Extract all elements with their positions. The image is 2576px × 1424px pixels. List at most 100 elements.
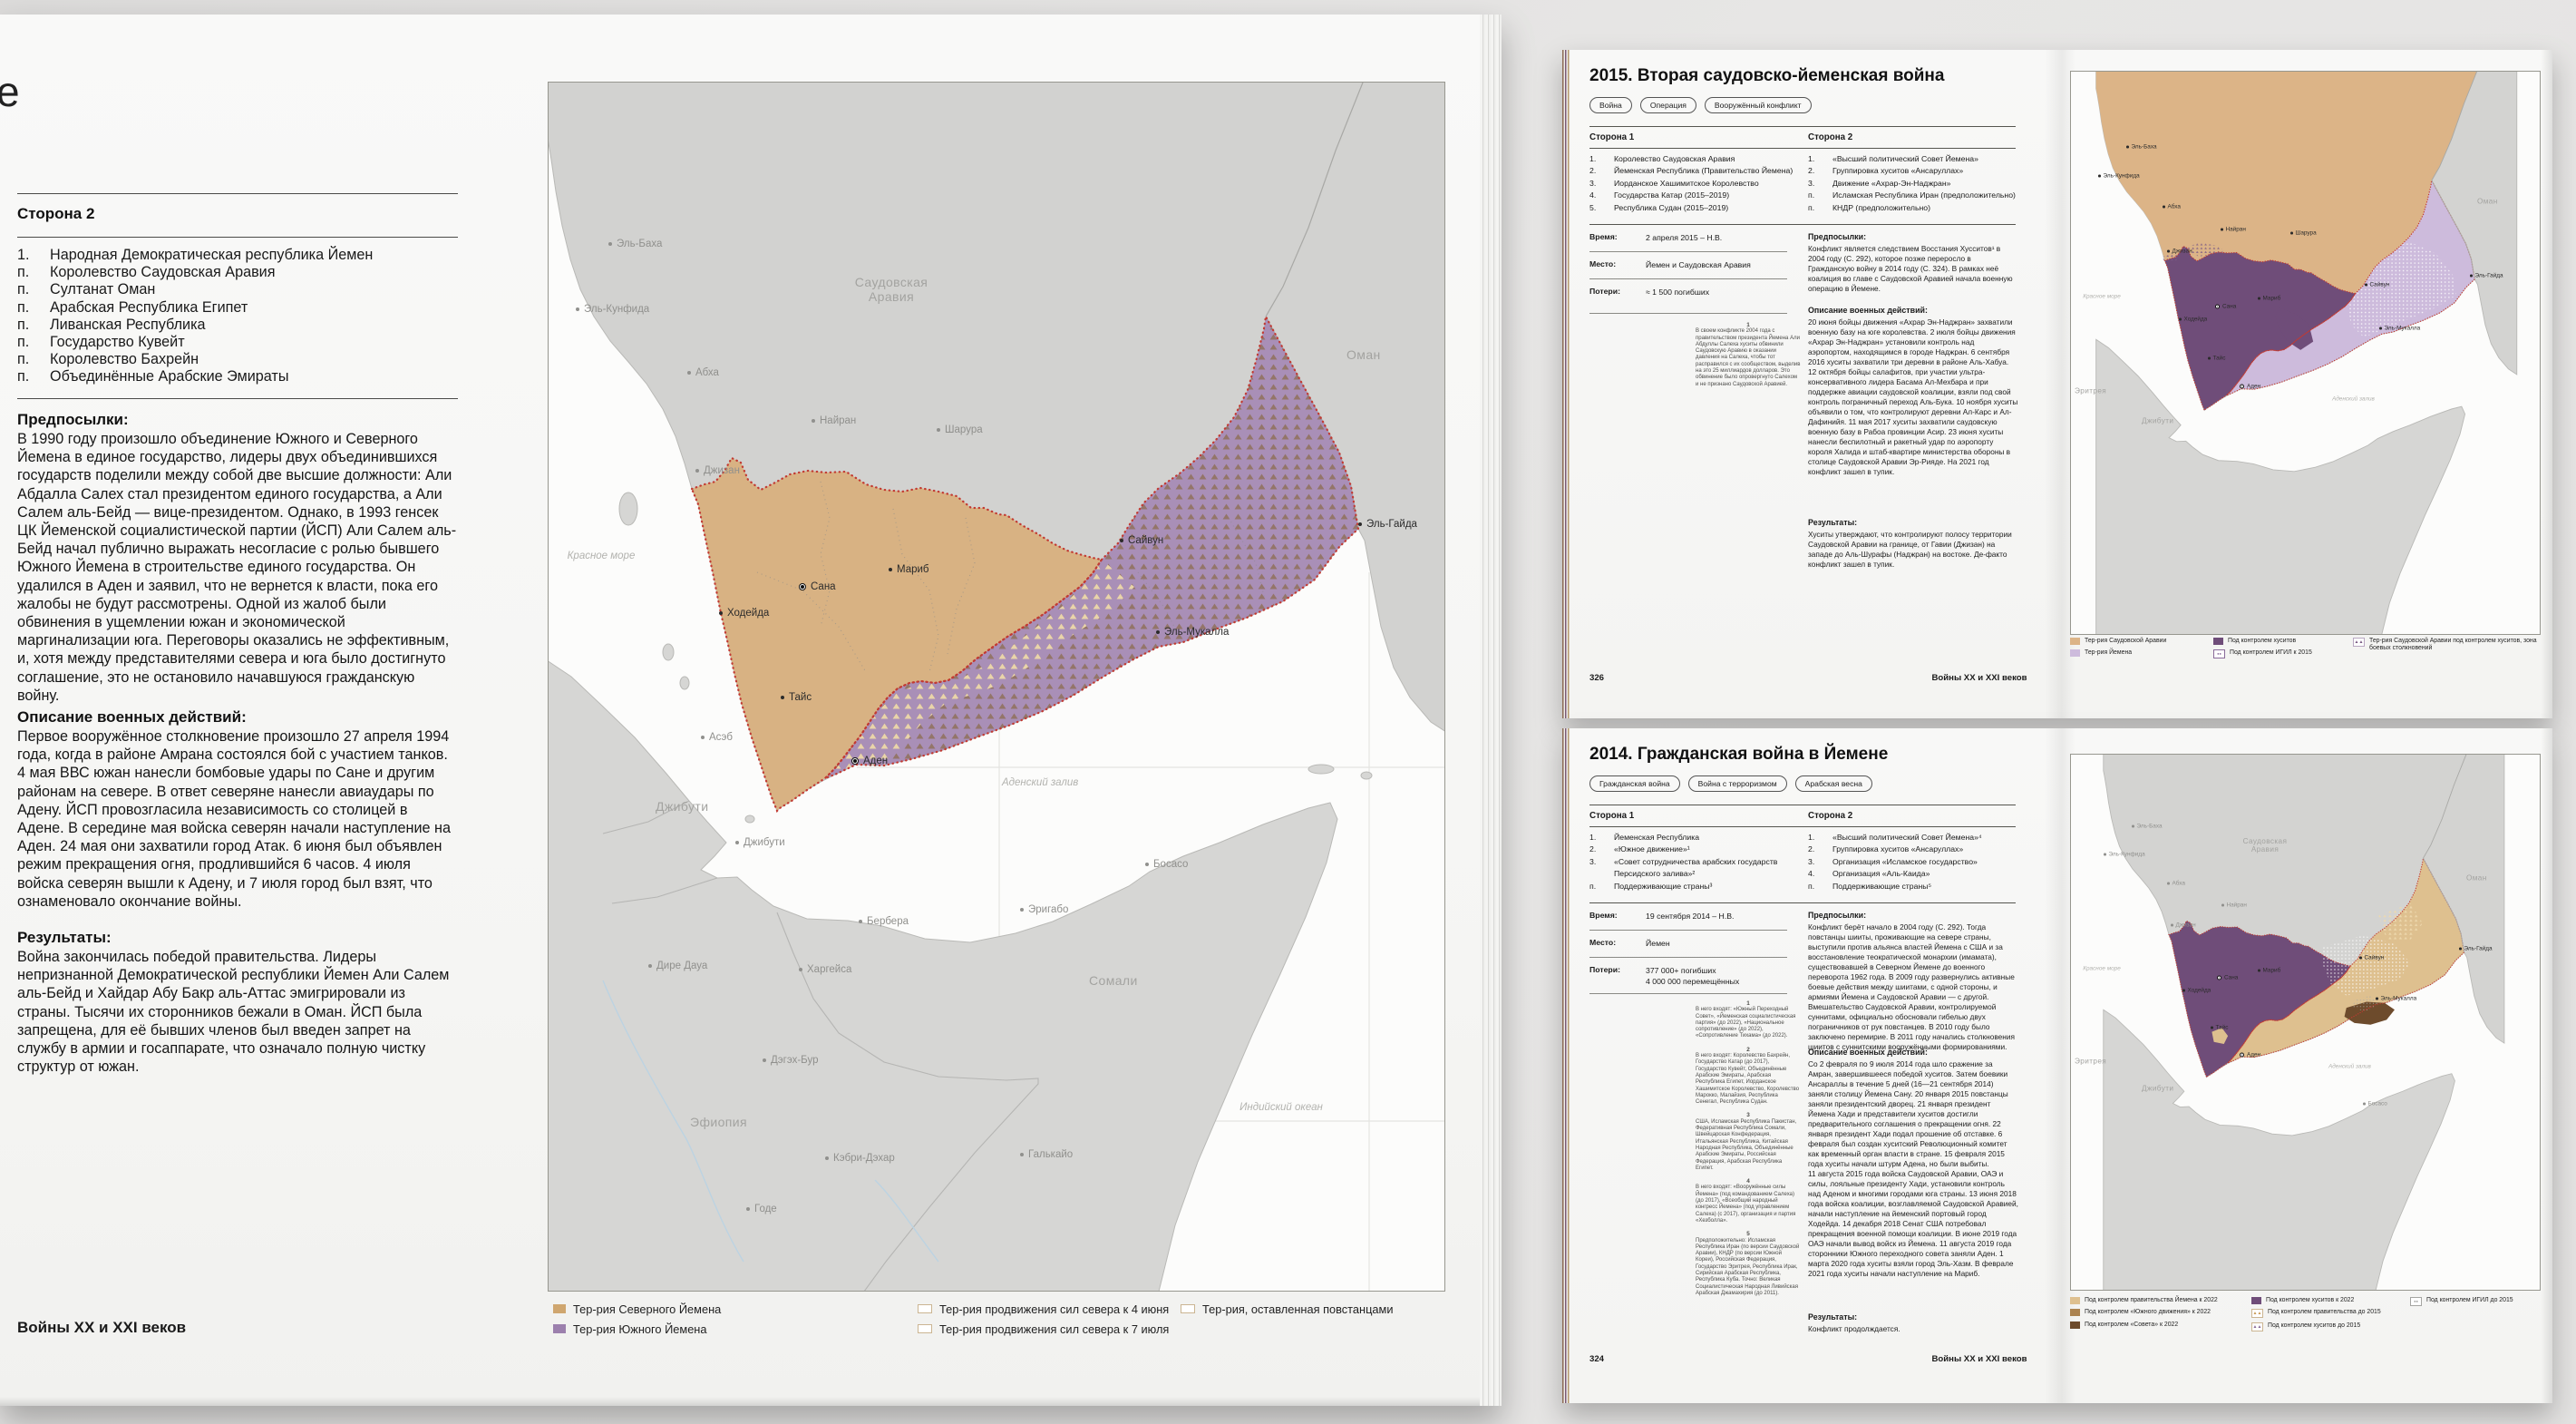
list-item: 2. Группировка хуситов «Ансаруллах»: [1808, 844, 2018, 855]
map-label: Сомали: [1089, 973, 1138, 988]
map-label-text: Дире Дауа: [656, 961, 708, 971]
losses-label: Потери:: [1589, 965, 1620, 974]
map-label: Джибути: [656, 799, 708, 814]
item-text: Королевство Бахрейн: [50, 351, 199, 368]
map-label-text: Саудовская Аравия: [2242, 837, 2288, 853]
list-item: п. Королевство Саудовская Аравия: [17, 264, 458, 281]
city-dot: [2221, 228, 2223, 231]
footnote-text: В него входят: «Вооружённые силы Йемена»…: [1696, 1185, 1796, 1224]
map-label-text: Тайс: [789, 692, 812, 703]
map-1994-svg: [549, 83, 1444, 1291]
map-label: Бербера: [859, 916, 909, 927]
legend-label: Под контролем ИГИЛ к 2015: [2230, 649, 2312, 657]
place-value: Йемен: [1646, 939, 1670, 948]
city-dot: [2258, 969, 2260, 972]
item-text: Исламская Республика Иран (предположител…: [1832, 190, 2016, 200]
list-item: п. Исламская Республика Иран (предположит…: [1808, 190, 2018, 201]
item-text: Ливанская Республика: [50, 316, 206, 333]
page-number: 324: [1589, 1354, 1605, 1364]
map-label-text: Найран: [2226, 902, 2247, 909]
legend-2014-col1: Под контролем правительства Йемена к 202…: [2070, 1297, 2218, 1333]
map-label-text: Сана: [2222, 303, 2237, 310]
city-dot: [2363, 1102, 2366, 1106]
pre-body: Конфликт берёт начало в 2004 году (С. 29…: [1808, 922, 2015, 1051]
footnote-number: 1: [1746, 322, 1750, 328]
map-label-text: Эригабо: [1028, 904, 1069, 915]
map-label-text: Джизан: [2172, 248, 2192, 255]
map-label-text: Эль-Баха: [2136, 823, 2163, 830]
item-number: 5.: [1589, 202, 1597, 212]
city-dot: [1120, 539, 1123, 542]
map-label: Мариб: [2258, 296, 2280, 302]
map-label: Эль-Кунфида: [576, 304, 649, 315]
city-dot: [763, 1058, 766, 1062]
map-label-text: Аден: [863, 756, 889, 766]
item-text: Королевство Саудовская Аравия: [50, 264, 276, 281]
footnote: 3 США, Исламская Республика Пакистан, Фед…: [1696, 1112, 1801, 1172]
item-number: п.: [17, 298, 30, 316]
map-label: Эль-Кунфида: [2104, 852, 2145, 858]
divider: [1589, 251, 1787, 252]
map-label-text: Оман: [1346, 347, 1381, 362]
map-label-text: Тайс: [2212, 355, 2226, 362]
legend-label: Под контролем ИГИЛ до 2015: [2426, 1297, 2513, 1303]
map-label-text: Годе: [754, 1204, 777, 1214]
legend-swatch: [918, 1304, 932, 1313]
map-label-text: Абха: [2167, 203, 2181, 210]
map-2014-labels: Эль-Баха Эль-Кунфида Саудовская Аравия Абха…: [2071, 755, 2540, 1290]
city-dot: [781, 696, 784, 699]
item-text: Объединённые Арабские Эмираты: [50, 368, 289, 385]
item-number: п.: [1808, 881, 1815, 891]
city-dot: [2217, 975, 2221, 980]
map-label: Саудовская Аравия: [2240, 837, 2290, 853]
map-label: Эль-Кунфида: [2098, 173, 2140, 180]
map-label-text: Эль-Баха: [617, 239, 663, 249]
map-label-text: Красное море: [2083, 293, 2121, 300]
list-item: п. Государство Кувейт: [17, 334, 458, 351]
losses-label: Потери:: [1589, 287, 1620, 296]
map-label: Дэгэх-Бур: [763, 1055, 818, 1066]
divider: [1589, 148, 2016, 149]
city-dot: [2258, 297, 2260, 300]
map-label: Сана: [2217, 975, 2238, 981]
map-label: Найран: [812, 415, 856, 426]
map-label: Эритрея: [2075, 387, 2106, 395]
map-label-text: Галькайо: [1028, 1149, 1074, 1160]
city-dot: [851, 757, 859, 765]
list-item: п. Поддерживающие страны⁵: [1808, 881, 2018, 892]
list-item: п. Султанат Оман: [17, 281, 458, 298]
legend-item: Под контролем хуситов до 2015: [2251, 1322, 2381, 1332]
legend-item: Тер-рия Северного Йемена: [553, 1302, 721, 1316]
map-label-text: Ходейда: [727, 608, 770, 619]
map-label: Красное море: [2076, 966, 2127, 972]
city-dot: [825, 1156, 829, 1160]
legend-item: Тер-рия Саудовской Аравии: [2070, 638, 2166, 645]
section-body: В 1990 году произошло объединение Южного…: [17, 431, 457, 704]
item-number: п.: [1589, 881, 1597, 891]
section-body: Война закончилась победой правительства.…: [17, 949, 450, 1076]
item-number: 1.: [1808, 833, 1815, 842]
map-label: Сайвун: [2365, 282, 2389, 288]
legend-item: Тер-рия продвижения сил севера к 4 июня: [918, 1302, 1169, 1316]
city-dot: [1145, 863, 1149, 866]
list-item: 3. Организация «Исламское государство»: [1808, 856, 2018, 868]
list-item: 2. Йеменская Республика (Правительство Йе…: [1589, 165, 1800, 177]
divider: [17, 193, 458, 194]
divider: [1589, 224, 2016, 225]
map-2015-svg: [2071, 72, 2540, 634]
legend-label: Тер-рия, оставленная повстанцами: [1202, 1302, 1394, 1316]
map-label: Аден: [851, 756, 888, 766]
item-text: «Совет сотрудничества арабских государст…: [1614, 856, 1778, 879]
city-dot: [2167, 249, 2170, 253]
map-label-text: Босасо: [2367, 1100, 2387, 1107]
city-dot: [701, 736, 705, 739]
tag-pills: Война Операция Вооружённый конфликт: [1589, 97, 1820, 113]
legend-2014-col2: Под контролем хуситов к 2022 Под контроле…: [2251, 1297, 2381, 1336]
page-stack-edge: [1480, 15, 1502, 1406]
legend-item: Под контролем правительства Йемена к 202…: [2070, 1297, 2218, 1304]
map-label: Джизан: [2171, 922, 2196, 929]
legend-swatch: [553, 1324, 566, 1333]
map-label: Джизан: [2167, 249, 2192, 255]
city-dot: [1156, 630, 1160, 634]
